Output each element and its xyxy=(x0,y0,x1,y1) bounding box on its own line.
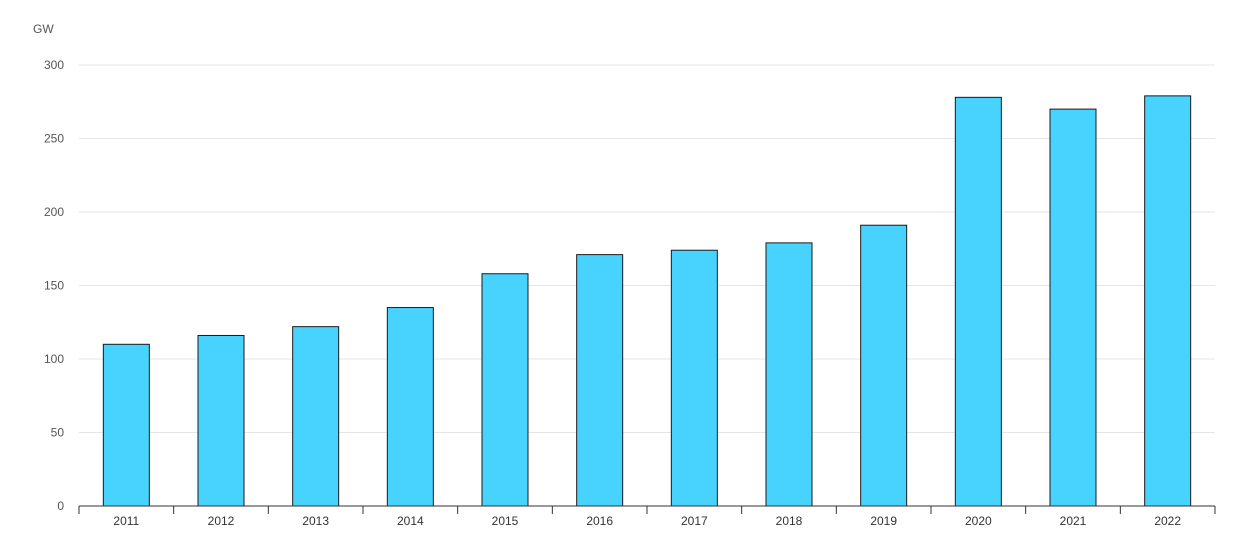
y-tick-label: 200 xyxy=(44,205,64,219)
x-tick-label: 2014 xyxy=(397,514,424,528)
x-tick-label: 2011 xyxy=(113,514,139,528)
x-tick-label: 2020 xyxy=(965,514,992,528)
bar-2017 xyxy=(670,249,718,507)
x-axis-ticks: 2011 2012 2013 2014 2015 2016 2017 2018 2019 2020… xyxy=(113,514,1181,528)
x-tick-label: 2012 xyxy=(208,514,235,528)
x-tick-label: 2015 xyxy=(492,514,519,528)
y-tick-label: 0 xyxy=(57,499,64,513)
bar-2016 xyxy=(576,254,624,507)
bar-2021 xyxy=(1049,108,1097,507)
y-tick-label: 250 xyxy=(44,132,64,146)
x-axis xyxy=(78,505,1216,514)
gridlines xyxy=(79,64,1215,433)
x-tick-label: 2022 xyxy=(1154,514,1181,528)
bar-2020 xyxy=(954,96,1002,507)
bar-2013 xyxy=(292,326,340,507)
y-tick-label: 300 xyxy=(44,58,64,72)
bar-2018 xyxy=(765,242,813,507)
bars xyxy=(102,95,1192,507)
y-tick-label: 50 xyxy=(51,426,65,440)
x-tick-label: 2017 xyxy=(681,514,708,528)
y-tick-label: 100 xyxy=(44,352,64,366)
y-tick-label: 150 xyxy=(44,279,64,293)
y-unit-label: GW xyxy=(33,22,54,36)
bar-2014 xyxy=(386,307,434,507)
bar-2011 xyxy=(102,343,150,507)
x-tick-label: 2018 xyxy=(776,514,803,528)
y-axis-ticks: 0 50 100 150 200 250 300 xyxy=(44,58,64,513)
x-tick-label: 2021 xyxy=(1060,514,1087,528)
bar-2015 xyxy=(481,273,529,507)
x-tick-label: 2019 xyxy=(870,514,897,528)
x-tick-label: 2016 xyxy=(586,514,613,528)
bar-2022 xyxy=(1144,95,1192,507)
bar-2012 xyxy=(197,334,245,507)
x-tick-label: 2013 xyxy=(302,514,329,528)
bar-2019 xyxy=(860,224,908,507)
